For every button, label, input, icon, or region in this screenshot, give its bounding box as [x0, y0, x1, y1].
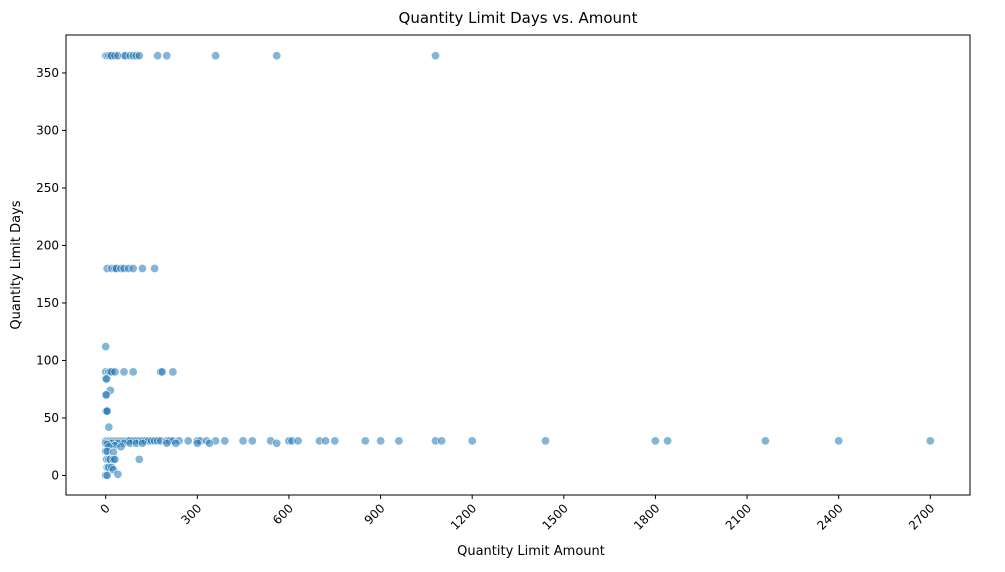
x-tick-label: 1800	[631, 501, 662, 532]
data-point	[272, 438, 282, 448]
data-point	[650, 436, 660, 446]
y-tick-label: 50	[44, 411, 59, 425]
data-point	[137, 263, 147, 273]
data-point	[116, 442, 126, 452]
data-point	[247, 436, 257, 446]
x-tick-label: 2400	[814, 501, 845, 532]
data-point	[925, 436, 935, 446]
data-point	[183, 436, 193, 446]
plot-area	[66, 35, 970, 495]
y-tick-label: 0	[51, 468, 59, 482]
data-point	[137, 438, 147, 448]
y-axis-label: Quantity Limit Days	[9, 200, 24, 329]
data-point	[102, 374, 112, 384]
data-point	[437, 436, 447, 446]
data-point	[128, 263, 138, 273]
data-point	[272, 51, 282, 61]
x-tick-label: 600	[270, 501, 296, 527]
y-tick-label: 300	[36, 123, 59, 137]
x-tick-label: 900	[362, 501, 388, 527]
data-point	[330, 436, 340, 446]
x-tick-label: 1200	[448, 501, 479, 532]
data-point	[220, 436, 230, 446]
data-point	[321, 436, 331, 446]
y-tick-label: 350	[36, 66, 59, 80]
data-point	[171, 438, 181, 448]
data-point	[238, 436, 248, 446]
data-point	[376, 436, 386, 446]
data-point	[101, 390, 111, 400]
data-point	[157, 367, 167, 377]
y-tick-label: 100	[36, 353, 59, 367]
x-tick-label: 0	[98, 501, 113, 516]
data-point	[168, 367, 178, 377]
x-tick-label: 1500	[539, 501, 570, 532]
data-point	[834, 436, 844, 446]
x-tick-label: 2700	[906, 501, 937, 532]
data-point	[134, 51, 144, 61]
data-point	[205, 438, 215, 448]
data-point	[430, 51, 440, 61]
data-point	[394, 436, 404, 446]
data-point	[110, 454, 120, 464]
data-point	[467, 436, 477, 446]
data-point	[128, 367, 138, 377]
y-tick-label: 250	[36, 181, 59, 195]
data-point	[540, 436, 550, 446]
x-tick-label: 2100	[723, 501, 754, 532]
data-point	[360, 436, 370, 446]
data-point	[104, 422, 114, 432]
data-point	[162, 438, 172, 448]
data-point	[211, 51, 221, 61]
x-ticks: 0 300 600 900 1200 1500 1800 2100 2400 2700	[98, 495, 937, 533]
x-axis-label: Quantity Limit Amount	[457, 544, 605, 559]
data-point	[101, 342, 111, 352]
y-tick-label: 150	[36, 296, 59, 310]
data-point	[113, 469, 123, 479]
y-tick-label: 200	[36, 238, 59, 252]
data-point	[102, 406, 112, 416]
data-point	[663, 436, 673, 446]
data-point	[153, 51, 163, 61]
y-ticks: 0 50 100 150 200 250 300 350	[36, 66, 66, 482]
data-point	[134, 454, 144, 464]
data-point	[150, 263, 160, 273]
plot-frame	[65, 34, 971, 496]
data-point	[760, 436, 770, 446]
data-point	[102, 470, 112, 480]
data-point	[162, 51, 172, 61]
data-point	[192, 438, 202, 448]
data-point	[293, 436, 303, 446]
x-tick-label: 300	[178, 501, 204, 527]
points-layer	[101, 51, 935, 480]
data-point	[119, 367, 129, 377]
data-point	[110, 367, 120, 377]
chart-title: Quantity Limit Days vs. Amount	[399, 9, 638, 27]
